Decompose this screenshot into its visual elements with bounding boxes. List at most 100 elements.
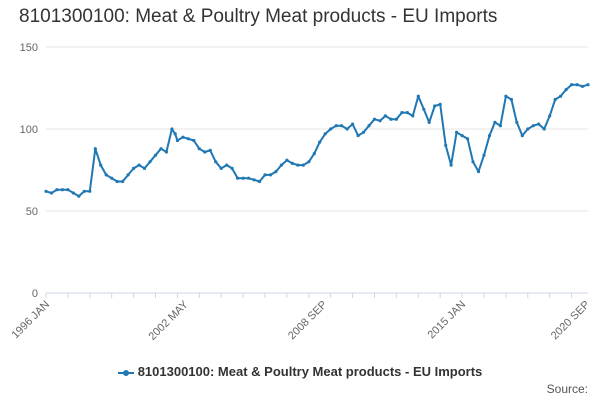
data-point[interactable] [170, 127, 174, 131]
data-point[interactable] [126, 173, 130, 177]
data-point[interactable] [460, 134, 464, 138]
data-point[interactable] [537, 122, 541, 126]
data-point[interactable] [433, 104, 437, 108]
data-point[interactable] [548, 114, 552, 118]
data-point[interactable] [82, 189, 86, 193]
data-point[interactable] [520, 134, 524, 138]
data-point[interactable] [394, 117, 398, 121]
data-point[interactable] [323, 132, 327, 136]
data-point[interactable] [351, 122, 355, 126]
data-point[interactable] [345, 127, 349, 131]
data-point[interactable] [498, 124, 502, 128]
data-point[interactable] [416, 94, 420, 98]
data-point[interactable] [411, 114, 415, 118]
data-point[interactable] [219, 166, 223, 170]
data-point[interactable] [471, 160, 475, 164]
data-point[interactable] [361, 130, 366, 134]
data-point[interactable] [427, 120, 431, 124]
data-point[interactable] [509, 97, 513, 102]
data-point[interactable] [274, 170, 278, 174]
data-point[interactable] [66, 188, 70, 192]
data-point[interactable] [285, 158, 289, 162]
data-point[interactable] [438, 102, 442, 106]
data-point[interactable] [77, 194, 81, 198]
data-point[interactable] [307, 160, 311, 164]
data-point[interactable] [515, 120, 519, 124]
data-point[interactable] [476, 170, 481, 174]
data-point[interactable] [142, 166, 147, 170]
data-point[interactable] [455, 130, 459, 134]
data-point[interactable] [175, 138, 179, 143]
data-point[interactable] [422, 107, 426, 111]
data-point[interactable] [389, 117, 393, 121]
data-point[interactable] [405, 111, 409, 115]
data-point[interactable] [121, 179, 125, 184]
data-point[interactable] [132, 166, 136, 170]
data-point[interactable] [93, 147, 97, 151]
data-point[interactable] [564, 88, 568, 92]
data-point[interactable] [526, 127, 530, 131]
data-point[interactable] [137, 163, 141, 167]
data-point[interactable] [493, 120, 497, 124]
data-point[interactable] [356, 134, 360, 138]
data-point[interactable] [88, 189, 92, 193]
data-point[interactable] [214, 160, 218, 164]
data-point[interactable] [153, 153, 158, 157]
data-point[interactable] [504, 94, 508, 98]
data-point[interactable] [449, 163, 453, 167]
data-point[interactable] [383, 114, 387, 118]
data-point[interactable] [192, 138, 196, 143]
data-point[interactable] [173, 132, 177, 136]
data-point[interactable] [329, 127, 333, 131]
data-point[interactable] [164, 150, 168, 154]
data-point[interactable] [586, 83, 590, 87]
data-point[interactable] [542, 127, 546, 131]
legend[interactable]: 8101300100: Meat & Poultry Meat products… [0, 364, 600, 379]
data-point[interactable] [312, 152, 316, 156]
data-point[interactable] [263, 173, 267, 177]
data-point[interactable] [482, 153, 486, 157]
data-point[interactable] [378, 119, 382, 123]
data-point[interactable] [159, 147, 163, 151]
data-point[interactable] [553, 97, 557, 102]
data-point[interactable] [268, 173, 273, 177]
data-point[interactable] [99, 163, 103, 167]
data-point[interactable] [257, 179, 262, 184]
data-point[interactable] [580, 84, 585, 88]
data-point[interactable] [181, 135, 185, 139]
data-point[interactable] [230, 166, 234, 170]
data-point[interactable] [115, 179, 119, 184]
data-point[interactable] [104, 173, 108, 177]
data-point[interactable] [247, 176, 251, 180]
data-point[interactable] [531, 124, 535, 128]
data-point[interactable] [340, 124, 344, 128]
data-point[interactable] [487, 134, 492, 138]
data-point[interactable] [252, 178, 256, 182]
data-point[interactable] [60, 188, 64, 192]
data-point[interactable] [334, 124, 338, 128]
data-point[interactable] [197, 147, 201, 151]
data-point[interactable] [241, 176, 245, 180]
data-point[interactable] [236, 176, 240, 180]
data-point[interactable] [570, 83, 574, 87]
data-point[interactable] [301, 163, 305, 167]
data-point[interactable] [575, 83, 579, 87]
data-point[interactable] [372, 117, 377, 121]
data-point[interactable] [148, 160, 152, 164]
data-point[interactable] [186, 137, 190, 141]
data-point[interactable] [318, 140, 322, 144]
data-point[interactable] [466, 137, 470, 141]
data-point[interactable] [290, 161, 294, 165]
data-point[interactable] [55, 188, 59, 192]
data-point[interactable] [49, 191, 54, 195]
data-point[interactable] [559, 94, 563, 98]
data-point[interactable] [367, 124, 371, 128]
data-point[interactable] [296, 163, 300, 167]
data-point[interactable] [203, 150, 207, 154]
data-point[interactable] [208, 148, 212, 152]
data-point[interactable] [110, 176, 114, 180]
data-point[interactable] [225, 163, 229, 167]
data-point[interactable] [44, 189, 48, 193]
series-line[interactable] [45, 83, 589, 198]
data-point[interactable] [444, 143, 448, 147]
